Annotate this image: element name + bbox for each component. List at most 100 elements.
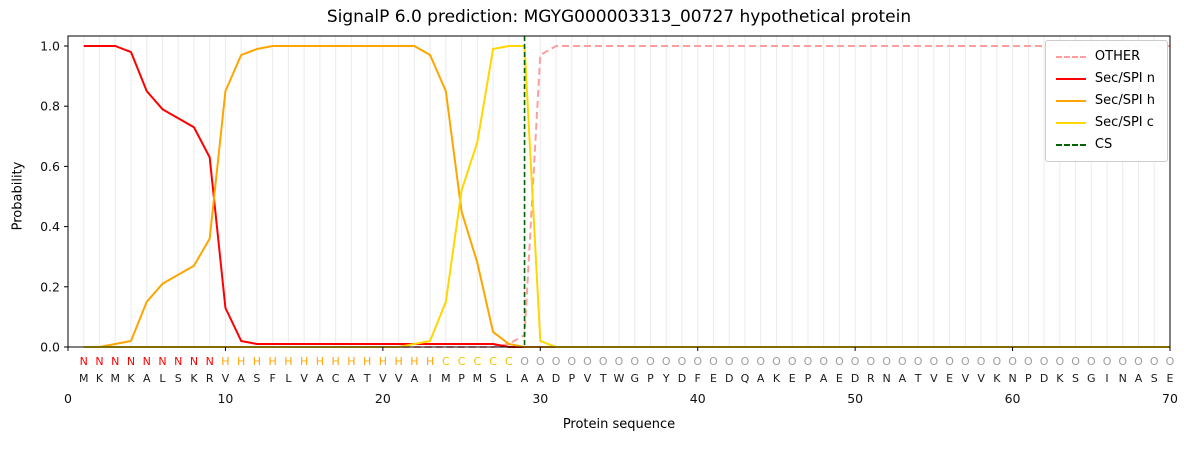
sequence-letter: M (79, 372, 89, 385)
region-letter: O (772, 355, 781, 368)
region-letter: H (300, 355, 308, 368)
y-tick-label: 0.4 (40, 219, 60, 234)
sequence-letter: Y (662, 372, 670, 385)
sequence-letter: E (1167, 372, 1174, 385)
series-sec-spi-c-line (83, 45, 1170, 348)
region-letter: N (95, 355, 103, 368)
region-letter: O (898, 355, 907, 368)
region-letter: O (599, 355, 608, 368)
sequence-letter: M (441, 372, 451, 385)
region-letter: O (1024, 355, 1033, 368)
y-tick-label: 0.6 (40, 159, 60, 174)
sequence-letter: D (678, 372, 686, 385)
legend-entry-sec-spi-c: Sec/SPI c (1055, 115, 1155, 130)
y-tick-label: 0.0 (40, 340, 60, 355)
sequence-letter: V (930, 372, 938, 385)
legend-entry-label: Sec/SPI c (1094, 115, 1154, 130)
region-letter: O (1071, 355, 1080, 368)
sequence-letter: K (1056, 372, 1064, 385)
region-letter: O (583, 355, 592, 368)
sequence-letter: T (599, 372, 607, 385)
sequence-letter: I (428, 372, 431, 385)
sequence-letter: A (316, 372, 324, 385)
sequence-letter: P (805, 372, 812, 385)
region-letter: O (520, 355, 529, 368)
y-tick-label: 0.8 (40, 99, 60, 114)
region-letter: O (1166, 355, 1175, 368)
sequence-letter: V (395, 372, 403, 385)
region-letter: O (1118, 355, 1127, 368)
sequence-letter: V (977, 372, 985, 385)
region-letter: C (489, 355, 497, 368)
legend-line-sample (1055, 56, 1086, 58)
sequence-letter: E (836, 372, 843, 385)
region-letter: O (1103, 355, 1112, 368)
legend-entry-sec-spi-n: Sec/SPI n (1055, 72, 1155, 86)
sequence-letter: P (1025, 372, 1032, 385)
region-letter: H (426, 355, 434, 368)
region-letter: N (111, 355, 119, 368)
legend-line-sample (1055, 100, 1086, 102)
sequence-letter: L (285, 372, 292, 385)
region-letter: H (269, 355, 277, 368)
region-letter: O (867, 355, 876, 368)
region-letter: O (646, 355, 655, 368)
x-tick-label: 70 (1162, 391, 1178, 406)
sequence-letter: K (190, 372, 198, 385)
sequence-letter: D (552, 372, 560, 385)
sequence-letter: D (725, 372, 733, 385)
sequence-letter: N (883, 372, 891, 385)
sequence-letter: V (962, 372, 970, 385)
region-letter: O (630, 355, 639, 368)
sequence-letter: I (1105, 372, 1108, 385)
legend-line-sample (1055, 122, 1086, 124)
x-tick-label: 20 (375, 391, 391, 406)
sequence-letter: D (1040, 372, 1048, 385)
x-tick-label: 40 (690, 391, 706, 406)
legend-entry-other: OTHER (1055, 50, 1155, 64)
sequence-letter: S (175, 372, 182, 385)
plot-border (67, 35, 1171, 348)
sequence-letter: P (458, 372, 465, 385)
region-letter: O (536, 355, 545, 368)
sequence-letter: F (269, 372, 275, 385)
region-letter: O (741, 355, 750, 368)
region-letter: O (945, 355, 954, 368)
legend-entry-label: Sec/SPI h (1094, 93, 1155, 108)
x-axis-ticks: 0 10 20 30 40 50 60 70 (64, 347, 1178, 406)
x-tick-label: 50 (847, 391, 863, 406)
region-letter: C (458, 355, 466, 368)
region-letter: O (930, 355, 939, 368)
x-tick-label: 0 (64, 391, 72, 406)
sequence-letter: A (899, 372, 907, 385)
region-letter: O (914, 355, 923, 368)
region-letter: O (882, 355, 891, 368)
sequence-letter: S (1151, 372, 1158, 385)
sequence-letter: S (253, 372, 260, 385)
sequence-letter: A (820, 372, 828, 385)
probability-curves (83, 45, 1170, 348)
sequence-letter: R (867, 372, 875, 385)
sequence-letter: L (159, 372, 166, 385)
legend-line-sample (1055, 144, 1086, 146)
series-other-line (83, 45, 1170, 348)
region-letter: N (80, 355, 88, 368)
region-letter: O (851, 355, 860, 368)
x-tick-label: 30 (532, 391, 548, 406)
region-letter: O (567, 355, 576, 368)
region-letter: N (206, 355, 214, 368)
x-tick-label: 10 (217, 391, 233, 406)
region-letter: O (615, 355, 624, 368)
sequence-letter: N (1119, 372, 1127, 385)
region-letter: H (394, 355, 402, 368)
region-letter: H (331, 355, 339, 368)
region-letter: O (1150, 355, 1159, 368)
sequence-letter: K (993, 372, 1001, 385)
sequence-letter: C (332, 372, 340, 385)
sequence-letter: G (1087, 372, 1096, 385)
sequence-letter: G (630, 372, 639, 385)
region-letter: C (505, 355, 513, 368)
